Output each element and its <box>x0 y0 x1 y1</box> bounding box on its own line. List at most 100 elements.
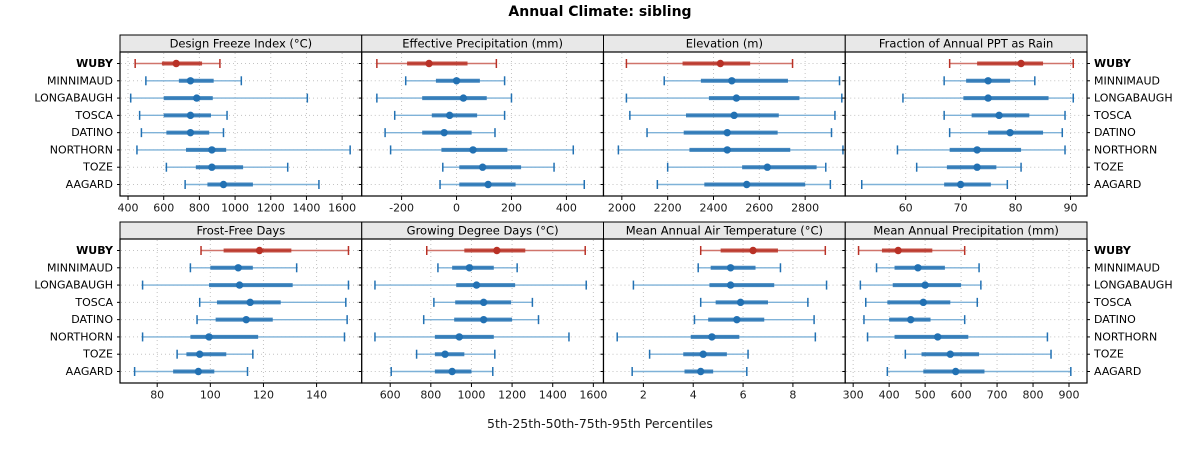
x-tick-label: 1600 <box>328 202 356 215</box>
site-label-left-toze: TOZE <box>82 161 113 174</box>
series-toze <box>165 162 289 172</box>
series-longabaugh <box>374 280 587 290</box>
series-minnimaud <box>404 76 506 86</box>
x-tick-label: 600 <box>380 389 401 402</box>
x-tick-label: 400 <box>118 202 139 215</box>
median-dot <box>441 350 449 358</box>
median-dot <box>193 94 201 102</box>
x-tick-label: 70 <box>954 202 968 215</box>
panel-elevation-m: Elevation (m) 2000 2200 2400 2600 2800 <box>600 34 849 215</box>
median-dot <box>716 59 725 68</box>
site-label-right-northorn: NORTHORN <box>1094 330 1157 343</box>
series-aagard <box>390 367 494 376</box>
x-tick-label: 800 <box>189 202 210 215</box>
x-tick-label: 700 <box>987 389 1008 402</box>
site-label-left-tosca: TOSCA <box>74 109 113 122</box>
median-dot <box>733 315 741 324</box>
series-datino <box>646 128 833 138</box>
site-label-left-minnimaud: MINNIMAUD <box>47 261 113 274</box>
x-tick-label: 120 <box>253 389 274 402</box>
median-dot <box>726 264 735 272</box>
median-dot <box>894 246 902 255</box>
x-tick-label: 600 <box>951 389 972 402</box>
series-tosca <box>943 110 1066 120</box>
panel-design-freeze-index-c: Design Freeze Index (°C) 400 600 800 1000 120… <box>34 34 365 215</box>
median-dot <box>479 315 488 324</box>
median-dot <box>1006 128 1014 137</box>
series-datino <box>693 315 815 325</box>
series-aagard <box>631 367 748 376</box>
site-label-right-toze: TOZE <box>1093 348 1124 361</box>
x-tick-label: 1200 <box>498 389 526 402</box>
x-tick-label: 400 <box>879 389 900 402</box>
series-datino <box>863 315 966 325</box>
series-aagard <box>886 367 1072 376</box>
median-dot <box>455 333 463 341</box>
median-dot <box>186 77 195 85</box>
median-dot <box>208 163 216 171</box>
site-label-right-minnimaud: MINNIMAUD <box>1094 261 1160 274</box>
site-label-left-minnimaud: MINNIMAUD <box>47 74 113 87</box>
panel-frost-free-days: Frost-Free Days 80 100 120 140 WUBY MINNIMAUD L… <box>34 221 365 402</box>
x-tick-label: 500 <box>915 389 936 402</box>
site-label-right-longabaugh: LONGABAUGH <box>1094 279 1173 292</box>
median-dot <box>478 163 487 171</box>
median-dot <box>728 77 736 85</box>
x-tick-label: 2600 <box>745 202 773 215</box>
median-dot <box>723 128 731 137</box>
median-dot <box>172 59 180 68</box>
site-label-left-northorn: NORTHORN <box>50 143 113 156</box>
median-dot <box>732 94 741 102</box>
series-wuby <box>948 59 1075 68</box>
median-dot <box>907 315 915 324</box>
median-dot <box>186 128 195 137</box>
x-axis-effective-precipitation-mm: -200 0 200 400 <box>389 196 577 215</box>
series-tosca <box>629 110 836 120</box>
site-label-left-tosca: TOSCA <box>74 296 113 309</box>
strip-title: Elevation (m) <box>686 37 763 51</box>
median-dot <box>195 350 204 358</box>
series-wuby <box>426 246 586 255</box>
x-tick-label: 1000 <box>221 202 249 215</box>
x-axis-growing-degree-days-c: 600 800 1000 1200 1400 1600 <box>380 383 607 402</box>
median-dot <box>723 146 731 154</box>
series-wuby <box>625 59 794 68</box>
median-dot <box>469 146 477 154</box>
median-dot <box>493 246 501 255</box>
series-wuby <box>857 246 966 255</box>
series-longabaugh <box>632 280 828 290</box>
x-tick-label: 400 <box>556 202 577 215</box>
series-datino <box>140 128 225 138</box>
x-tick-label: 600 <box>153 202 174 215</box>
panel-growing-degree-days-c: Growing Degree Days (°C) 600 800 1000 1200 14… <box>358 221 607 402</box>
percentiles-caption: 5th-25th-50th-75th-95th Percentiles <box>487 416 713 431</box>
series-toze <box>648 349 749 359</box>
median-dot <box>934 333 942 341</box>
x-axis-design-freeze-index-c: 400 600 800 1000 1200 1400 1600 <box>118 196 356 215</box>
site-label-left-wuby: WUBY <box>76 244 114 257</box>
series-northorn <box>896 145 1066 155</box>
x-axis-elevation-m: 2000 2200 2400 2600 2800 <box>608 196 819 215</box>
x-tick-label: 140 <box>306 389 327 402</box>
series-aagard <box>184 180 320 189</box>
series-toze <box>415 349 496 359</box>
x-tick-label: 2000 <box>608 202 636 215</box>
series-toze <box>915 162 1022 172</box>
figure-title: Annual Climate: sibling <box>508 4 692 20</box>
median-dot <box>425 59 433 68</box>
median-dot <box>452 77 461 85</box>
median-dot <box>995 111 1003 120</box>
median-dot <box>234 264 242 272</box>
site-label-left-aagard: AAGARD <box>66 178 113 191</box>
median-dot <box>472 281 481 289</box>
x-tick-label: 80 <box>150 389 164 402</box>
site-label-right-wuby: WUBY <box>1094 57 1132 70</box>
x-axis-mean-annual-precipitation-mm: 300 400 500 600 700 800 900 <box>843 383 1080 402</box>
x-tick-label: 300 <box>843 389 864 402</box>
median-dot <box>440 128 448 137</box>
series-toze <box>666 162 827 172</box>
x-axis-fraction-of-annual-ppt-as-rain: 60 70 80 90 <box>899 196 1078 215</box>
site-label-right-minnimaud: MINNIMAUD <box>1094 74 1160 87</box>
median-dot <box>726 281 735 289</box>
site-label-right-tosca: TOSCA <box>1093 109 1132 122</box>
